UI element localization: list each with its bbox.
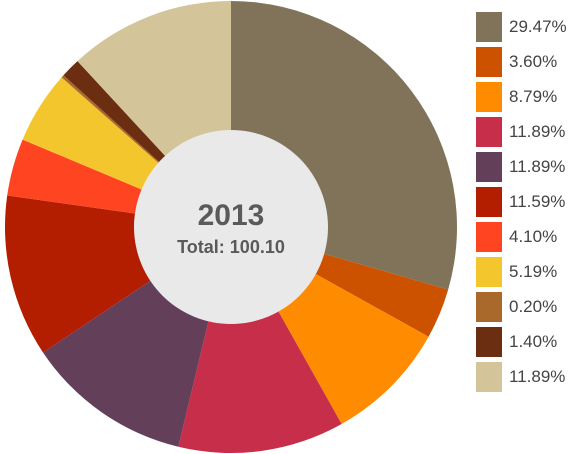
legend-item-7: 4.10%	[476, 219, 584, 254]
legend-swatch	[476, 11, 502, 42]
legend-item-6: 11.59%	[476, 184, 584, 219]
legend-swatch	[476, 326, 502, 357]
legend-label: 11.89%	[509, 156, 566, 176]
legend-item-10: 1.40%	[476, 324, 584, 359]
legend-item-2: 3.60%	[476, 44, 584, 79]
legend-item-4: 11.89%	[476, 114, 584, 149]
legend-label: 1.40%	[509, 331, 558, 351]
legend-swatch	[476, 46, 502, 77]
legend-label: 3.60%	[509, 51, 558, 71]
legend-item-5: 11.89%	[476, 149, 584, 184]
legend-label: 11.89%	[509, 121, 566, 141]
legend-label: 29.47%	[509, 16, 567, 36]
center-subtitle: Total: 100.10	[177, 237, 285, 257]
legend-label: 11.89%	[509, 366, 566, 386]
legend: 29.47% 3.60% 8.79% 11.89% 11.89% 11.59% 4.10% 5…	[476, 9, 584, 394]
legend-label: 4.10%	[509, 226, 558, 246]
legend-label: 0.20%	[509, 296, 558, 316]
legend-swatch	[476, 221, 502, 252]
legend-item-9: 0.20%	[476, 289, 584, 324]
legend-swatch	[476, 256, 502, 287]
legend-swatch	[476, 81, 502, 112]
center-disc	[134, 130, 328, 324]
legend-item-11: 11.89%	[476, 359, 584, 394]
legend-item-8: 5.19%	[476, 254, 584, 289]
legend-swatch	[476, 116, 502, 147]
legend-swatch	[476, 361, 502, 392]
legend-label: 11.59%	[509, 191, 566, 211]
legend-item-1: 29.47%	[476, 9, 584, 44]
legend-swatch	[476, 291, 502, 322]
center-title: 2013	[198, 199, 265, 232]
donut-plot: 2013 Total: 100.10	[5, 0, 458, 453]
legend-label: 8.79%	[509, 86, 558, 106]
legend-swatch	[476, 186, 502, 217]
legend-label: 5.19%	[509, 261, 558, 281]
legend-swatch	[476, 151, 502, 182]
legend-item-3: 8.79%	[476, 79, 584, 114]
